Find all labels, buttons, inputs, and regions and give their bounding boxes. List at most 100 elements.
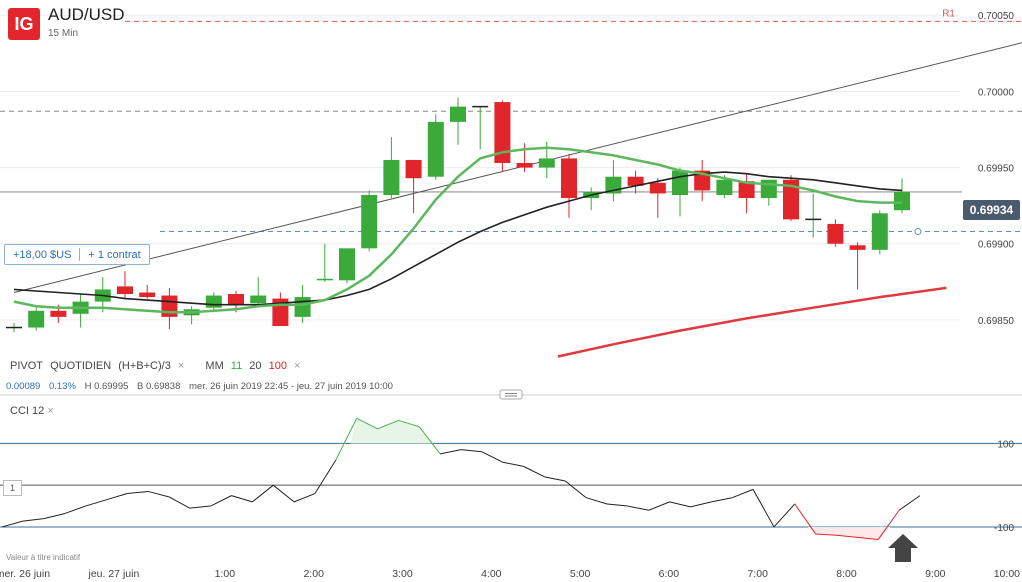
ma-label[interactable]: MM	[205, 360, 224, 372]
cci-period: 12	[32, 405, 45, 417]
cci-oversold-fill	[807, 526, 891, 540]
cci-line-segment	[22, 518, 44, 522]
x-tick-label: 2:00	[303, 568, 324, 580]
position-badge[interactable]: +18,00 $US + 1 contrat	[4, 244, 150, 265]
cci-tick-label: 100	[997, 439, 1014, 450]
candle-body	[361, 194, 378, 249]
position-divider	[79, 248, 81, 261]
cci-line-segment	[377, 419, 399, 430]
candle-body	[760, 179, 777, 199]
cci-line-segment	[898, 495, 921, 511]
candle-body	[316, 278, 333, 281]
cci-line-segment	[523, 465, 545, 478]
x-tick-label: 5:00	[570, 568, 591, 580]
pane-resize-handle[interactable]	[499, 389, 523, 400]
candle-body	[383, 159, 400, 195]
cci-line-segment	[127, 490, 149, 495]
ma20-line	[13, 171, 903, 306]
cci-line-segment	[815, 533, 837, 536]
candle-body	[427, 121, 444, 177]
cci-line-segment	[210, 495, 232, 507]
instrument-symbol[interactable]: AUD/USD	[48, 5, 125, 24]
disclaimer: Valeur à titre indicatif	[6, 553, 81, 562]
stats-high: H 0.69995	[84, 381, 129, 392]
cci-line-segment	[314, 459, 337, 494]
cci-line-segment	[293, 493, 316, 503]
cci-line-segment	[398, 419, 420, 428]
position-marker	[914, 228, 922, 236]
price-tick-label: 0.69900	[978, 240, 1015, 251]
x-tick-label: 7:00	[747, 568, 768, 580]
timeframe-label[interactable]: 15 Min	[48, 28, 79, 39]
stats-change-pct: 0.13%	[48, 381, 76, 392]
cci-line-segment	[356, 417, 378, 430]
x-tick-label: 9:00	[925, 568, 946, 580]
ma-period-100: 100	[268, 360, 287, 372]
cci-close-icon[interactable]: ×	[47, 405, 54, 417]
cci-line-segment	[648, 501, 670, 511]
stats-low: B 0.69838	[137, 381, 181, 392]
pivot-label[interactable]: PIVOT	[10, 360, 44, 372]
x-tick-label: 1:00	[215, 568, 236, 580]
current-price-tag: 0.69934	[963, 200, 1020, 220]
cci-line-segment	[106, 493, 128, 501]
candle-body	[494, 102, 511, 164]
x-tick-label: 10:00	[994, 568, 1020, 580]
candle-body	[849, 245, 866, 250]
price-tick-label: 0.70000	[978, 87, 1015, 98]
cci-tick-label: -100	[994, 523, 1014, 534]
pivot-close-icon[interactable]: ×	[177, 360, 185, 372]
cci-line-segment	[440, 449, 462, 455]
candle-body	[228, 294, 244, 305]
cci-line-segment	[711, 497, 733, 503]
x-tick-label: jeu. 27 juin	[88, 568, 140, 580]
cci-line-segment	[481, 451, 503, 463]
candle-body	[117, 286, 133, 295]
candle-body	[649, 182, 666, 194]
cci-line-segment	[168, 496, 191, 509]
ma-close-icon[interactable]: ×	[294, 360, 301, 372]
cci-line-segment	[85, 499, 107, 507]
price-tick-label: 0.69850	[978, 316, 1015, 327]
price-tick-label: 0.70050	[978, 11, 1015, 22]
cci-pane-box[interactable]: 1	[3, 480, 22, 496]
cci-line-segment	[794, 503, 817, 535]
cci-line-segment	[627, 505, 649, 511]
cci-label[interactable]: CCI	[10, 405, 29, 417]
candle-body	[672, 170, 688, 195]
cci-line-segment	[43, 513, 65, 520]
cci-overbought-fill	[350, 418, 434, 444]
candle-body	[627, 176, 644, 186]
x-tick-label: 4:00	[481, 568, 502, 580]
candle-body	[538, 158, 555, 168]
candle-body	[28, 310, 45, 328]
signal-arrow-icon	[888, 534, 918, 562]
x-tick-label: mer. 26 juin	[0, 568, 50, 580]
candle-body	[871, 213, 888, 250]
candle-body	[561, 158, 577, 199]
price-stats: 0.00089 0.13% H 0.69995 B 0.69838 mer. 2…	[6, 381, 399, 392]
price-tick-label: 0.69950	[978, 164, 1015, 175]
cci-legend: CCI 12 ×	[10, 405, 54, 417]
cci-line-segment	[690, 501, 712, 508]
candle-body	[516, 163, 533, 168]
cci-line-segment	[335, 418, 358, 461]
pivot-formula: (H+B+C)/3	[118, 360, 171, 372]
candle-body	[250, 295, 267, 304]
candle-body	[450, 106, 466, 122]
ig-logo: IG	[8, 8, 40, 40]
cci-line-segment	[147, 490, 170, 498]
candle-body	[738, 181, 755, 199]
cci-line-segment	[669, 501, 691, 508]
stats-range: mer. 26 juin 2019 22:45 - jeu. 27 juin 2…	[189, 381, 393, 392]
pivot-level-label: R1	[942, 8, 955, 19]
cci-line-segment	[1, 520, 23, 528]
cci-line-segment	[460, 449, 482, 453]
candle-body	[827, 223, 844, 244]
ma11-line	[13, 146, 902, 314]
candle-body	[339, 248, 355, 281]
cci-line-segment	[231, 495, 253, 503]
cci-line-segment	[732, 488, 754, 499]
candle-body	[894, 191, 910, 211]
